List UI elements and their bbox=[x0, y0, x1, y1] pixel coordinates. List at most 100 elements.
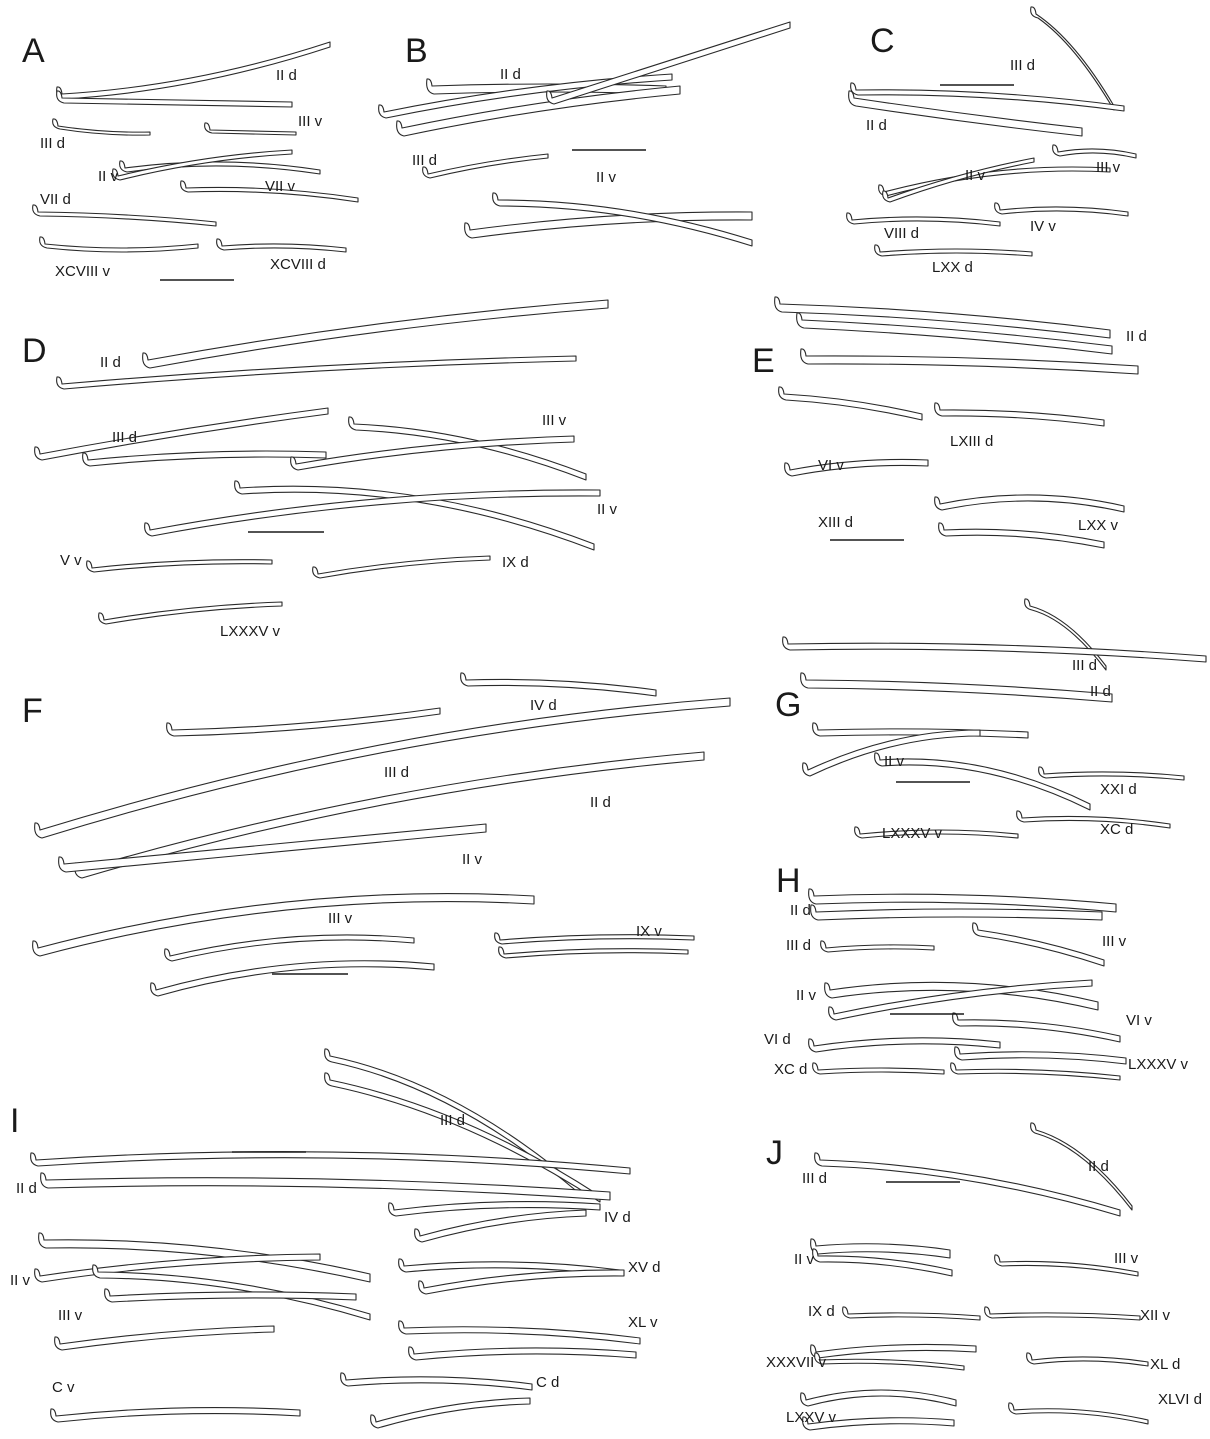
chaeta-label-iii-d: III d bbox=[384, 764, 409, 781]
chaeta-outline bbox=[112, 149, 293, 181]
chaeta-outline bbox=[52, 118, 151, 136]
chaeta-label-ii-d: II d bbox=[16, 1180, 37, 1197]
chaeta-label-ii-v: II v bbox=[10, 1272, 31, 1289]
chaeta-label-lxxxv-v: LXXXV v bbox=[1128, 1056, 1189, 1073]
panel-e: E II d VI v LXIII d XIII d LXX v bbox=[752, 296, 1147, 549]
chaeta-label-vi-v: VI v bbox=[818, 457, 844, 474]
chaeta-outline bbox=[842, 1306, 981, 1321]
chaeta-outline bbox=[396, 85, 681, 137]
chaeta-label-iii-d: III d bbox=[440, 1112, 465, 1129]
chaeta-label-v-v: V v bbox=[60, 552, 82, 569]
chaeta-outline bbox=[142, 299, 609, 369]
panel-letter: D bbox=[22, 332, 47, 370]
chaeta-label-iii-d: III d bbox=[412, 152, 437, 169]
chaeta-outline bbox=[98, 601, 283, 625]
chaeta-outline bbox=[1026, 1352, 1149, 1367]
chaeta-outline bbox=[34, 407, 329, 461]
chaeta-label-xv-d: XV d bbox=[628, 1259, 661, 1276]
panel-letter: I bbox=[10, 1102, 19, 1140]
panel-letter: A bbox=[22, 32, 45, 70]
chaeta-outline bbox=[398, 1258, 621, 1277]
chaeta-label-iii-d: III d bbox=[112, 429, 137, 446]
panel-letter: G bbox=[775, 686, 801, 724]
chaeta-label-ii-d: II d bbox=[1126, 328, 1147, 345]
chaeta-outline bbox=[164, 934, 415, 962]
chaeta-outline bbox=[56, 90, 293, 108]
chaeta-outline bbox=[144, 489, 601, 537]
chaeta-outline bbox=[312, 555, 491, 579]
chaeta-outline bbox=[290, 435, 575, 471]
chaetae-group bbox=[782, 598, 1207, 839]
chaeta-outline bbox=[874, 752, 1091, 811]
panel-f: F IV d III d II d II v III v IX v bbox=[22, 672, 731, 997]
chaeta-label-iii-d: III d bbox=[1072, 657, 1097, 674]
chaeta-label-ii-v: II v bbox=[98, 168, 119, 185]
chaeta-outline bbox=[166, 707, 441, 737]
chaeta-label-c-d: C d bbox=[536, 1374, 559, 1391]
chaeta-label-ii-v: II v bbox=[965, 167, 986, 184]
chaeta-label-iii-d: III d bbox=[40, 135, 65, 152]
chaeta-outline bbox=[56, 355, 577, 390]
panel-b: B II d III d II v bbox=[378, 21, 791, 247]
panel-letter: B bbox=[405, 32, 428, 70]
chaeta-outline bbox=[810, 1238, 951, 1259]
chaeta-outline bbox=[39, 236, 199, 253]
chaeta-outline bbox=[324, 1048, 581, 1195]
chaeta-outline bbox=[984, 1306, 1141, 1321]
chaeta-label-iii-v: III v bbox=[1102, 933, 1127, 950]
chaeta-label-lxiii-d: LXIII d bbox=[950, 433, 993, 450]
chaeta-outline bbox=[1008, 1402, 1149, 1425]
chaeta-outline bbox=[408, 1346, 637, 1361]
chaeta-outline bbox=[782, 636, 1207, 663]
chaeta-label-ii-v: II v bbox=[597, 501, 618, 518]
chaeta-outline bbox=[498, 946, 689, 959]
chaeta-outline bbox=[464, 211, 753, 239]
chaeta-outline bbox=[388, 1201, 601, 1217]
chaeta-label-lxxxv-v: LXXXV v bbox=[220, 623, 281, 640]
chaeta-label-xcviii-v: XCVIII v bbox=[55, 263, 111, 280]
chaeta-label-iii-d: III d bbox=[786, 937, 811, 954]
chaeta-label-vii-d: VII d bbox=[40, 191, 71, 208]
chaeta-outline bbox=[774, 296, 1111, 339]
chaeta-label-xc-d: XC d bbox=[1100, 821, 1133, 838]
chaeta-label-ix-v: IX v bbox=[636, 923, 662, 940]
chaeta-label-ii-d: II d bbox=[276, 67, 297, 84]
chaetae-group bbox=[846, 6, 1137, 257]
panel-j: J II d III d II v III v IX d XII v XXXVII v XL d… bbox=[766, 1122, 1202, 1431]
chaeta-outline bbox=[1030, 6, 1115, 111]
chaeta-outline bbox=[850, 82, 1125, 112]
panel-letter: F bbox=[22, 692, 43, 730]
chaeta-outline bbox=[802, 1416, 955, 1431]
chaeta-outline bbox=[58, 823, 487, 873]
chaeta-outline bbox=[1052, 144, 1137, 159]
chaeta-outline bbox=[784, 458, 929, 477]
chaeta-outline bbox=[460, 672, 657, 697]
chaeta-outline bbox=[828, 979, 1093, 1021]
chaeta-label-iii-v: III v bbox=[542, 412, 567, 429]
chaeta-label-ii-d: II d bbox=[866, 117, 887, 134]
panel-letter: C bbox=[870, 22, 895, 60]
chaeta-outline bbox=[119, 160, 321, 175]
chaeta-outline bbox=[32, 204, 217, 227]
chaeta-outline bbox=[546, 21, 791, 105]
chaeta-outline bbox=[814, 1352, 965, 1371]
panel-letter: E bbox=[752, 342, 775, 380]
chaetae-group bbox=[378, 21, 791, 247]
chaeta-label-xlvi-d: XLVI d bbox=[1158, 1391, 1202, 1408]
chaeta-outline bbox=[848, 90, 1083, 137]
chaeta-label-iv-d: IV d bbox=[604, 1209, 631, 1226]
chaeta-outline bbox=[934, 494, 1125, 513]
chaeta-outline bbox=[104, 1288, 357, 1303]
chaeta-outline bbox=[800, 348, 1139, 375]
chaeta-outline bbox=[50, 1407, 301, 1423]
chaeta-label-xxi-d: XXI d bbox=[1100, 781, 1137, 798]
chaeta-outline bbox=[952, 1012, 1121, 1043]
chaeta-label-lxxv-v: LXXV v bbox=[786, 1409, 837, 1426]
chaeta-outline bbox=[1038, 766, 1185, 781]
panel-letter: H bbox=[776, 862, 801, 900]
chaeta-label-lxx-v: LXX v bbox=[1078, 517, 1119, 534]
chaeta-outline bbox=[810, 1343, 977, 1359]
chaeta-outline bbox=[82, 450, 327, 467]
chaeta-outline bbox=[398, 1320, 641, 1345]
chaeta-outline bbox=[422, 153, 549, 179]
